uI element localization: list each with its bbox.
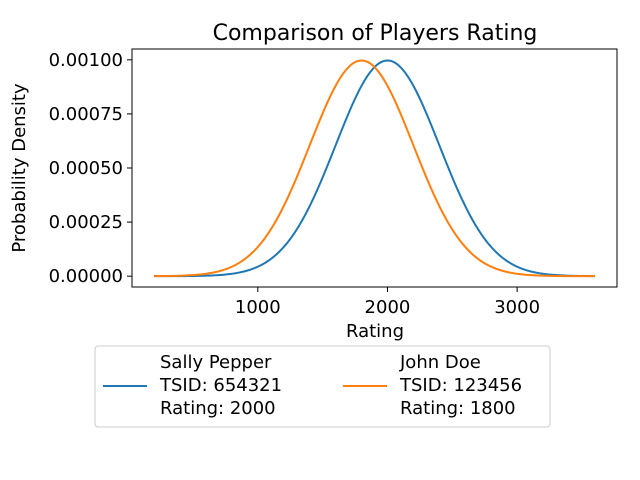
series-lines [154,59,595,278]
y-tick-label: 0.00075 [49,104,123,125]
legend-label: John Doe [399,352,481,373]
y-axis: 0.00000 0.00025 0.00050 0.00075 0.00100 [49,50,132,287]
legend-label: Rating: 2000 [160,398,276,419]
x-tick-label: 2000 [365,297,411,318]
y-tick-label: 0.00050 [49,158,123,179]
legend-label: TSID: 654321 [159,375,282,396]
chart-title: Comparison of Players Rating [213,21,538,46]
series-line-0 [154,59,595,278]
x-tick-label: 3000 [494,297,540,318]
plot-area [131,48,618,288]
x-tick-label: 1000 [235,297,281,318]
legend-label: TSID: 123456 [399,375,522,396]
y-tick-label: 0.00100 [49,50,123,71]
plot-frame [131,48,618,288]
x-axis-label: Rating [346,321,404,342]
y-tick-label: 0.00000 [49,266,123,287]
legend-label: Rating: 1800 [400,398,516,419]
x-axis: 1000 2000 3000 [235,287,540,318]
y-tick-label: 0.00025 [49,212,123,233]
legend-box [94,345,551,428]
legend-label: Sally Pepper [160,352,272,373]
y-axis-label: Probability Density [9,83,30,253]
series-line-1 [154,59,595,278]
